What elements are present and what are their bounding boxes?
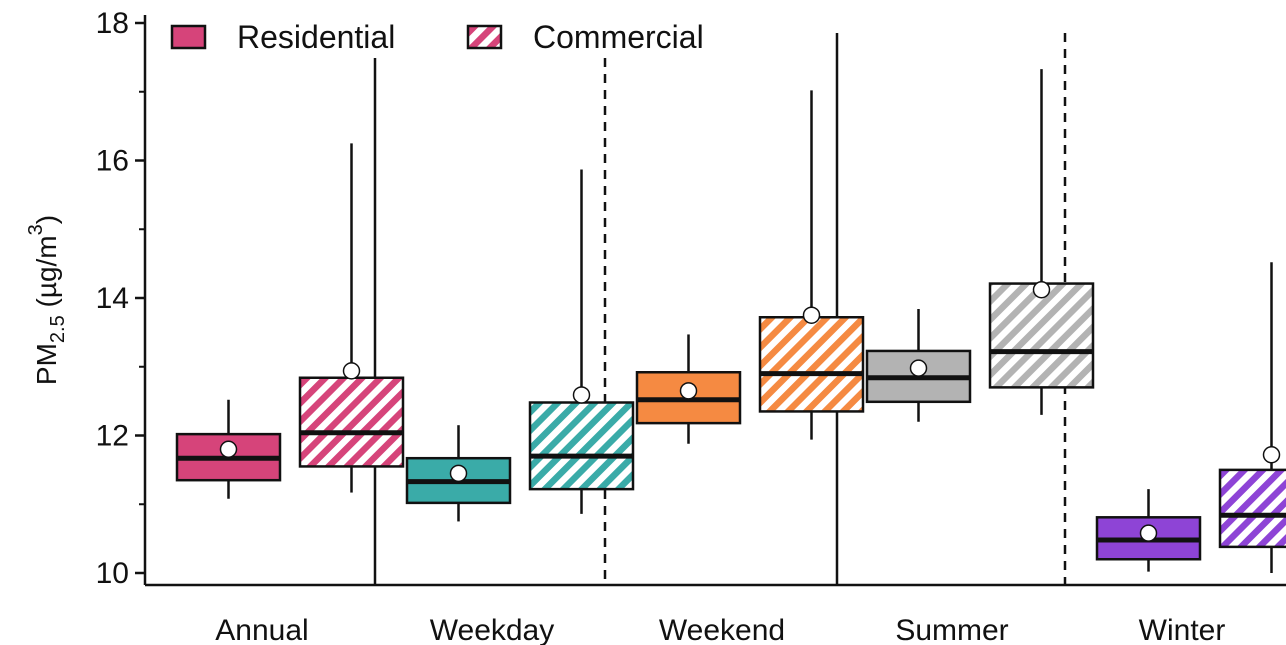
box-weekend-commercial-mean — [802, 306, 821, 324]
y-tick-label-14: 14 — [96, 282, 129, 315]
box-summer-commercial-mean — [1032, 281, 1051, 299]
y-tick-label-10: 10 — [96, 557, 129, 590]
box-summer-residential-mean — [909, 359, 928, 377]
ylabel-superscript: 3 — [25, 224, 47, 235]
category-label-annual: Annual — [215, 614, 308, 645]
box-weekday-residential-mean — [449, 464, 468, 483]
category-label-weekend: Weekend — [659, 614, 785, 645]
category-label-winter: Winter — [1139, 614, 1226, 645]
legend-item-residential: Residential — [170, 19, 395, 55]
box-weekend-commercial — [758, 90, 865, 440]
y-tick-label-16: 16 — [96, 145, 129, 178]
boxes-layer — [175, 69, 1286, 573]
box-weekday-commercial — [528, 169, 635, 514]
y-tick-label-18: 18 — [96, 7, 129, 40]
y-axis-title: PM2.5 (µg/m3) — [25, 215, 69, 385]
box-weekend-commercial-iqr — [758, 316, 865, 413]
y-axis: 10 12 14 16 18 — [96, 7, 1286, 590]
legend-label-commercial: Commercial — [533, 19, 704, 55]
box-weekday-residential — [405, 425, 512, 522]
box-summer-commercial — [988, 69, 1095, 415]
box-winter-residential-mean — [1139, 524, 1158, 542]
ylabel-base: PM — [31, 343, 62, 385]
ylabel-unit-pre: (µg/m — [31, 235, 62, 315]
box-weekday-commercial-mean — [572, 386, 591, 404]
category-label-summer: Summer — [895, 614, 1008, 645]
y-tick-label-12: 12 — [96, 420, 129, 453]
box-summer-residential — [865, 309, 972, 422]
box-annual-residential-mean — [219, 440, 238, 458]
box-winter-residential — [1095, 489, 1202, 572]
box-winter-commercial-mean — [1262, 446, 1281, 464]
legend-swatch-commercial — [466, 24, 503, 50]
legend-swatch-residential — [170, 24, 207, 50]
legend-label-residential: Residential — [237, 19, 395, 55]
box-winter-commercial — [1218, 262, 1286, 573]
box-annual-commercial-mean — [342, 362, 361, 380]
legend-item-commercial: Commercial — [466, 19, 704, 55]
box-annual-residential — [175, 399, 282, 499]
box-weekend-residential-mean — [679, 382, 698, 400]
box-weekend-residential — [635, 334, 742, 444]
box-annual-commercial — [298, 143, 405, 493]
ylabel-subscript: 2.5 — [47, 315, 69, 343]
box-winter-commercial-iqr — [1218, 468, 1286, 549]
ylabel-unit-post: ) — [31, 215, 62, 224]
box-weekday-commercial-iqr — [528, 401, 635, 491]
box-summer-commercial-iqr — [988, 282, 1095, 389]
legend: Residential Commercial — [170, 19, 704, 55]
category-labels: Annual Weekday Weekend Summer Winter — [215, 614, 1225, 645]
box-annual-commercial-iqr — [298, 376, 405, 468]
category-label-weekday: Weekday — [430, 614, 555, 645]
